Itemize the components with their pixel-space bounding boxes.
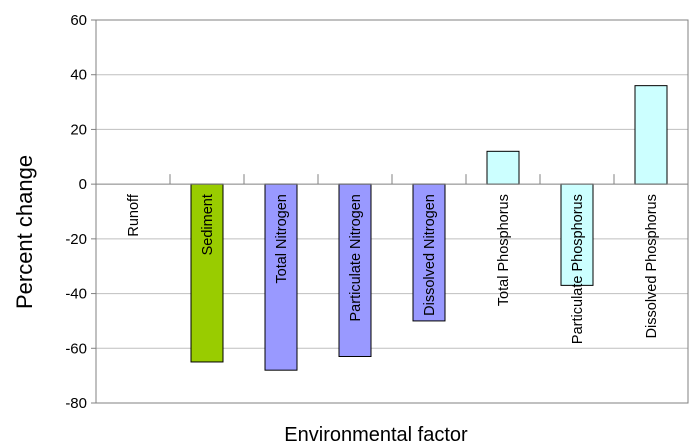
category-label: Total Nitrogen — [274, 194, 290, 283]
bar-total-phosphorus — [486, 150, 520, 185]
bar-sediment — [190, 183, 224, 363]
category-label: Total Phosphorus — [496, 194, 512, 306]
bar-total-nitrogen — [264, 183, 298, 371]
category-label: Dissolved Phosphorus — [644, 194, 660, 338]
y-tick-label: -80 — [65, 395, 87, 412]
x-axis-title: Environmental factor — [284, 424, 468, 446]
bar-particulate-phosphorus — [560, 183, 594, 286]
category-labels: Runoff Sediment Total Nitrogen Particulate … — [126, 193, 660, 344]
y-axis-title: Percent change — [12, 155, 37, 309]
y-tick-label: 20 — [70, 121, 87, 138]
y-tick-label: -40 — [65, 286, 87, 303]
category-label: Particulate Phosphorus — [570, 194, 586, 344]
y-tick-label: 60 — [70, 12, 87, 29]
category-label: Dissolved Nitrogen — [422, 194, 438, 316]
y-tick-label: 40 — [70, 67, 87, 84]
y-axis-ticks: 60 40 20 0 -20 -40 -60 -80 — [65, 12, 96, 412]
bars — [190, 85, 668, 371]
y-tick-label: 0 — [79, 176, 87, 193]
gridlines — [96, 74, 688, 349]
category-label: Runoff — [126, 193, 142, 236]
plot-area-border — [95, 19, 689, 404]
bar-dissolved-nitrogen — [412, 183, 446, 322]
x-axis-ticks — [169, 174, 615, 185]
y-tick-label: -60 — [65, 340, 87, 357]
category-label: Particulate Nitrogen — [348, 194, 364, 321]
y-tick-label: -20 — [65, 231, 87, 248]
bar-dissolved-phosphorus — [634, 85, 668, 185]
bar-particulate-nitrogen — [338, 183, 372, 357]
category-label: Sediment — [200, 194, 216, 255]
